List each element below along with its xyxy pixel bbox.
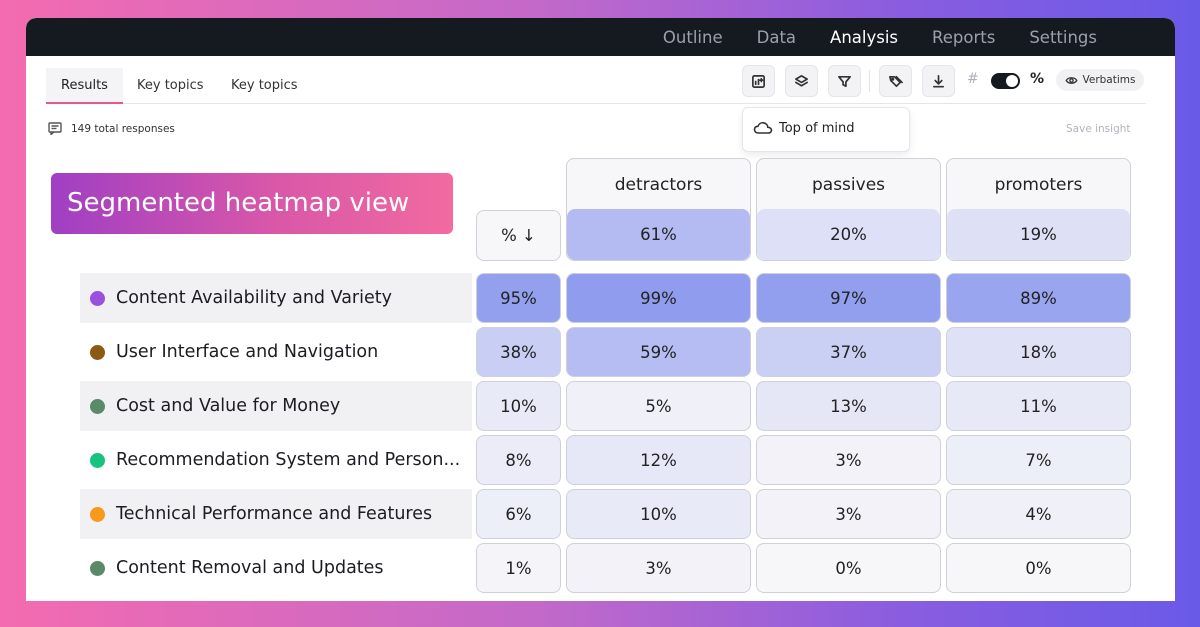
save-insight-button[interactable]: Save insight [1066,123,1131,135]
percent-mode-label: % [1030,71,1045,87]
segment-cell-promoters[interactable]: 89% [946,273,1131,323]
app-window: Outline Data Analysis Reports Settings R… [26,18,1175,601]
segment-cell-detractors[interactable]: 99% [566,273,751,323]
overall-cell[interactable]: 95% [476,273,561,323]
segment-cell-promoters[interactable]: 18% [946,327,1131,377]
segment-cell-promoters[interactable]: 4% [946,489,1131,539]
tags-button[interactable] [879,65,912,97]
add-chart-button[interactable] [742,65,775,97]
topic-label: Content Availability and Variety [116,288,392,308]
segment-cell-promoters[interactable]: 11% [946,381,1131,431]
message-icon [48,122,62,135]
dropdown-item-top-of-mind[interactable]: Top of mind [753,120,855,136]
topic-color-dot [90,506,105,522]
layers-dropdown: Top of mind [742,107,910,152]
topic-color-dot [90,398,105,414]
overall-cell[interactable]: 6% [476,489,561,539]
segment-cell-promoters[interactable]: 0% [946,543,1131,593]
column-title: promoters [994,175,1083,195]
chart-add-icon [752,74,765,88]
segment-cell-passives[interactable]: 0% [756,543,941,593]
verbatims-label: Verbatims [1082,74,1136,86]
sort-percent-button[interactable]: % ↓ [476,210,561,261]
tab-results[interactable]: Results [46,68,123,104]
nav-settings[interactable]: Settings [1029,27,1097,47]
cloud-icon [753,121,773,134]
eye-icon [1064,76,1078,84]
responses-summary: 149 total responses [48,122,175,135]
topic-label: Cost and Value for Money [116,396,341,416]
segment-cell-detractors[interactable]: 3% [566,543,751,593]
tab-key-topics-2[interactable]: Key topics [231,78,298,93]
topic-label: Content Removal and Updates [116,558,384,578]
responses-count: 149 total responses [71,122,175,135]
overall-cell[interactable]: 38% [476,327,561,377]
segment-cell-detractors[interactable]: 59% [566,327,751,377]
segment-cell-detractors[interactable]: 12% [566,435,751,485]
count-mode-label: # [967,71,979,87]
segmented-heatmap-banner: Segmented heatmap view [51,173,453,234]
nav-analysis[interactable]: Analysis [830,27,899,47]
download-button[interactable] [922,65,955,97]
verbatims-button[interactable]: Verbatims [1056,69,1144,91]
percent-toggle[interactable] [991,73,1020,89]
segment-cell-passives[interactable]: 3% [756,435,941,485]
topic-row-label[interactable]: Content Removal and Updates [80,543,472,593]
topic-color-dot [90,452,105,468]
layers-button[interactable] [785,65,818,97]
topic-row-label[interactable]: Technical Performance and Features [80,489,472,539]
topic-row-label[interactable]: User Interface and Navigation [80,327,472,377]
results-tabs: Results Key topics Key topics [46,68,1146,104]
column-total: 61% [567,209,750,260]
nav-reports[interactable]: Reports [932,27,996,47]
topic-row-label[interactable]: Recommendation System and Person... [80,435,472,485]
nav-data[interactable]: Data [756,27,797,47]
column-title: passives [811,175,886,195]
overall-cell[interactable]: 8% [476,435,561,485]
top-nav: Outline Data Analysis Reports Settings [629,18,1097,56]
tags-icon [889,75,903,87]
column-header-promoters: promoters 19% [946,158,1131,261]
topic-row-label[interactable]: Cost and Value for Money [80,381,472,431]
download-icon [932,74,945,87]
overall-cell[interactable]: 1% [476,543,561,593]
toolbar-divider [869,70,870,92]
column-title: detractors [614,175,703,195]
column-total: 19% [947,209,1130,260]
topic-color-dot [90,560,105,576]
segment-cell-passives[interactable]: 3% [756,489,941,539]
topic-color-dot [90,344,105,360]
segment-cell-detractors[interactable]: 10% [566,489,751,539]
topic-label: Recommendation System and Person... [116,450,461,470]
overall-cell[interactable]: 10% [476,381,561,431]
column-header-detractors: detractors 61% [566,158,751,261]
topic-color-dot [90,290,105,306]
filter-icon [838,75,851,87]
segment-cell-passives[interactable]: 13% [756,381,941,431]
topic-label: User Interface and Navigation [116,342,379,362]
dropdown-item-label: Top of mind [779,120,855,136]
segment-cell-passives[interactable]: 37% [756,327,941,377]
layers-icon [795,74,808,87]
topic-row-label[interactable]: Content Availability and Variety [80,273,472,323]
filter-button[interactable] [828,65,861,97]
top-nav-bar: Outline Data Analysis Reports Settings [26,18,1175,56]
toggle-knob [1006,75,1018,87]
column-total: 20% [757,209,940,260]
nav-outline[interactable]: Outline [662,27,723,47]
segment-cell-promoters[interactable]: 7% [946,435,1131,485]
tab-key-topics[interactable]: Key topics [137,78,204,93]
segment-cell-detractors[interactable]: 5% [566,381,751,431]
topic-label: Technical Performance and Features [116,504,433,524]
segment-cell-passives[interactable]: 97% [756,273,941,323]
column-header-passives: passives 20% [756,158,941,261]
